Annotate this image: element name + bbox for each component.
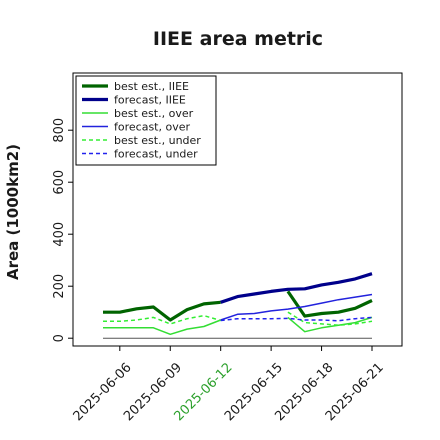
legend-label-3: forecast, over (114, 121, 190, 134)
plot-frame (72, 72, 403, 347)
series-line-3 (220, 293, 373, 321)
series-line-5 (220, 316, 373, 322)
plot-area (103, 272, 373, 339)
y-tick-label: 400 (52, 222, 67, 247)
legend-label-1: forecast, IIEE (114, 94, 186, 107)
legend-label-4: best est., under (114, 134, 201, 147)
legend-label-5: forecast, under (114, 148, 198, 161)
series-line-0 (286, 290, 373, 318)
y-tick-label: 600 (52, 170, 67, 195)
y-tick-label: 200 (52, 274, 67, 299)
series-line-1 (220, 272, 373, 304)
legend-box (75, 75, 217, 166)
series-line-2 (287, 316, 373, 333)
y-axis-label: Area (1000km2) (4, 144, 22, 280)
series-line-0 (103, 300, 221, 322)
series-line-4 (287, 311, 373, 326)
y-axis: 0 200 400 600 800 (52, 118, 73, 342)
legend-label-2: best est., over (114, 107, 194, 120)
y-tick-label: 800 (52, 118, 67, 143)
x-axis: 2025-06-062025-06-092025-06-122025-06-15… (71, 346, 387, 424)
series-line-4 (103, 314, 221, 325)
y-tick-label: 0 (52, 334, 67, 342)
chart-title: IIEE area metric (153, 28, 323, 50)
legend-label-0: best est., IIEE (114, 80, 189, 93)
series-line-2 (103, 319, 221, 336)
